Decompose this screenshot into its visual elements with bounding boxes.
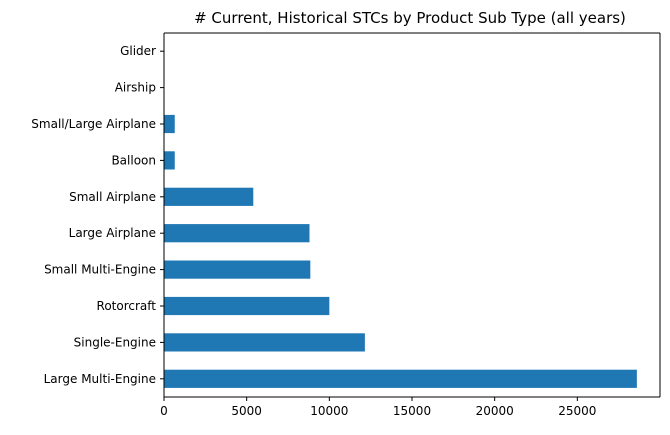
bar bbox=[164, 151, 175, 170]
bar bbox=[164, 114, 175, 134]
x-tick-label: 5000 bbox=[231, 404, 262, 418]
x-tick-label: 20000 bbox=[476, 404, 514, 418]
x-tick-label: 0 bbox=[160, 404, 168, 418]
y-tick-label: Large Multi-Engine bbox=[44, 372, 156, 386]
axes-frame bbox=[163, 32, 661, 398]
x-tick-label: 15000 bbox=[393, 404, 431, 418]
x-axis-ticks: 0 5000 10000 15000 20000 25000 bbox=[160, 397, 596, 418]
y-tick-label: Large Airplane bbox=[69, 226, 156, 240]
y-tick-label: Single-Engine bbox=[74, 335, 156, 349]
y-tick-label: Rotorcraft bbox=[97, 299, 157, 313]
bar bbox=[164, 369, 637, 388]
chart-title: # Current, Historical STCs by Product Su… bbox=[194, 9, 626, 27]
y-tick-label: Glider bbox=[120, 44, 156, 58]
x-tick-label: 10000 bbox=[310, 404, 348, 418]
bar bbox=[164, 333, 365, 352]
x-tick-label: 25000 bbox=[558, 404, 596, 418]
y-tick-label: Balloon bbox=[111, 153, 156, 167]
bar bbox=[164, 260, 311, 279]
y-axis-ticks: Large Multi-Engine Single-Engine Rotorcraf… bbox=[31, 44, 164, 386]
bars-group bbox=[164, 114, 637, 388]
bar bbox=[164, 296, 330, 316]
y-tick-label: Small/Large Airplane bbox=[31, 117, 156, 131]
y-tick-label: Small Multi-Engine bbox=[44, 263, 156, 277]
bar bbox=[164, 187, 254, 206]
y-tick-label: Small Airplane bbox=[69, 190, 156, 204]
bar bbox=[164, 224, 310, 243]
y-tick-label: Airship bbox=[115, 81, 156, 95]
